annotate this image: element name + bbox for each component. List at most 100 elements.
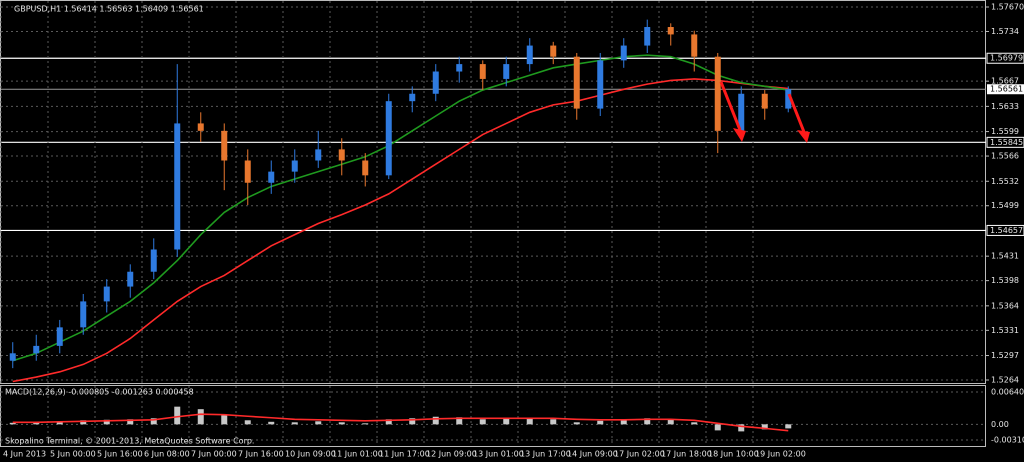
candle-body bbox=[620, 45, 627, 61]
macd-bar bbox=[620, 419, 627, 425]
macd-bar bbox=[432, 416, 439, 425]
plot-layer bbox=[0, 1, 986, 446]
candle-body bbox=[197, 123, 204, 131]
macd-bar bbox=[738, 424, 745, 432]
candle-body bbox=[174, 123, 181, 250]
candle-body bbox=[338, 149, 345, 161]
moving-average bbox=[12, 78, 789, 383]
level-label: 1.56979 bbox=[990, 54, 1023, 63]
macd-bar bbox=[644, 418, 651, 425]
macd-bar bbox=[573, 422, 580, 425]
macd-bar bbox=[315, 421, 322, 425]
macd-bar bbox=[174, 406, 181, 425]
y-tick-label: 1.5331 bbox=[991, 326, 1019, 335]
y-tick-label: 1.5431 bbox=[991, 252, 1019, 261]
macd-bar bbox=[503, 418, 510, 425]
macd-bar bbox=[338, 422, 345, 425]
chart-title: GBPUSD,H1 1.56414 1.56563 1.56409 1.5656… bbox=[14, 5, 204, 14]
x-tick-label: 17 Jun 02:00 bbox=[614, 450, 665, 459]
x-tick-label: 7 Jun 00:00 bbox=[191, 450, 237, 459]
macd-bar bbox=[714, 424, 721, 431]
candle-body bbox=[103, 286, 110, 302]
x-tick-label: 17 Jun 18:00 bbox=[661, 450, 712, 459]
macd-bar bbox=[127, 419, 134, 425]
x-tick-label: 6 Jun 08:00 bbox=[144, 450, 190, 459]
macd-bar bbox=[197, 409, 204, 425]
level-label-box bbox=[986, 224, 1024, 236]
macd-bar bbox=[785, 424, 792, 429]
candle-body bbox=[503, 64, 510, 79]
candle-body bbox=[291, 160, 298, 172]
macd-bar bbox=[691, 422, 698, 425]
macd-bar bbox=[526, 417, 533, 425]
x-tick-label: 4 Jun 2013 bbox=[3, 450, 46, 459]
last-price-box bbox=[987, 84, 1024, 95]
candle-body bbox=[761, 93, 768, 109]
footer: Skopalino Terminal, © 2001-2013, MetaQuo… bbox=[5, 437, 254, 446]
y-tick-label: 1.5633 bbox=[991, 102, 1019, 111]
y-tick-label: 1.5566 bbox=[991, 152, 1019, 161]
macd-signal bbox=[12, 413, 789, 432]
candle-body bbox=[362, 160, 369, 176]
arrow bbox=[719, 81, 742, 131]
x-tick-label: 13 Jun 17:00 bbox=[520, 450, 571, 459]
macd-bar bbox=[667, 419, 674, 425]
y-tick-label: 1.5499 bbox=[991, 201, 1019, 210]
x-tick-label: 13 Jun 01:00 bbox=[473, 450, 524, 459]
macd-bar bbox=[761, 424, 768, 430]
x-tick-label: 19 Jun 02:00 bbox=[755, 450, 806, 459]
macd-tick-label: 0.00 bbox=[991, 420, 1009, 429]
y-tick-label: 1.5264 bbox=[991, 376, 1019, 385]
y-tick-label: 1.5297 bbox=[991, 351, 1019, 360]
candle-body bbox=[526, 45, 533, 65]
candle-body bbox=[667, 27, 674, 35]
arrow bbox=[787, 93, 806, 133]
x-tick-label: 10 Jun 09:00 bbox=[285, 450, 336, 459]
x-tick-label: 11 Jun 01:00 bbox=[332, 450, 383, 459]
macd-tick-label: 0.006405 bbox=[991, 388, 1024, 397]
level-label-box bbox=[986, 136, 1024, 148]
moving-average bbox=[12, 54, 789, 362]
level-label-box bbox=[986, 52, 1024, 64]
macd-bar bbox=[33, 422, 40, 425]
macd-bar bbox=[80, 420, 87, 425]
arrow-head bbox=[797, 130, 810, 143]
arrows bbox=[719, 81, 810, 143]
macd-bar bbox=[409, 418, 416, 425]
candle-body bbox=[573, 56, 580, 109]
candle-body bbox=[9, 353, 16, 361]
level-label: 1.55845 bbox=[990, 138, 1023, 147]
level-label: 1.54657 bbox=[990, 226, 1023, 235]
macd-bar bbox=[103, 419, 110, 425]
macd-bar bbox=[456, 417, 463, 425]
candle-body bbox=[550, 45, 557, 57]
candle-body bbox=[244, 160, 251, 183]
macd-tick-label: -0.003106 bbox=[991, 436, 1024, 445]
y-tick-label: 1.5364 bbox=[991, 301, 1019, 310]
macd-bar bbox=[362, 423, 369, 425]
candle-body bbox=[691, 34, 698, 57]
y-tick-label: 1.5734 bbox=[991, 27, 1019, 36]
candle-body bbox=[432, 71, 439, 94]
candle-body bbox=[597, 60, 604, 109]
y-tick-label: 1.5599 bbox=[991, 127, 1019, 136]
candle-body bbox=[409, 93, 416, 102]
candle-body bbox=[644, 27, 651, 46]
candle-body bbox=[150, 249, 157, 272]
macd-bar bbox=[56, 421, 63, 425]
y-tick-label: 1.5398 bbox=[991, 276, 1019, 285]
candle-body bbox=[456, 64, 463, 72]
x-tick-label: 5 Jun 00:00 bbox=[50, 450, 96, 459]
macd-bar bbox=[268, 421, 275, 425]
x-tick-label: 12 Jun 09:00 bbox=[426, 450, 477, 459]
macd-bar bbox=[244, 420, 251, 425]
x-tick-label: 14 Jun 09:00 bbox=[567, 450, 618, 459]
candle-body bbox=[315, 149, 322, 161]
arrow-head bbox=[733, 128, 746, 142]
candle-body bbox=[785, 89, 792, 109]
macd-bar bbox=[291, 422, 298, 425]
macd-bar bbox=[550, 419, 557, 425]
macd-bar bbox=[150, 418, 157, 425]
